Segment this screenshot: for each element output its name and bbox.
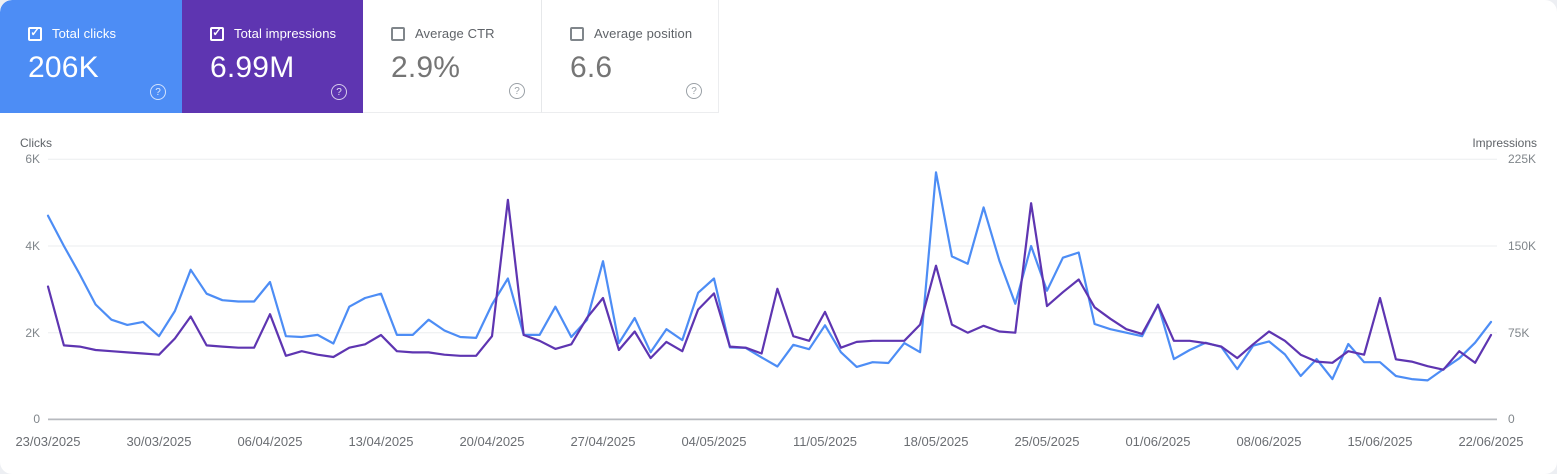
axis-tick-label: 75K xyxy=(1508,325,1530,340)
series-line-total-clicks xyxy=(46,171,1493,382)
x-axis-date-label: 11/05/2025 xyxy=(792,434,858,449)
metric-card-header: Average position xyxy=(570,26,700,41)
checkbox-total-impressions[interactable]: ✓ xyxy=(210,26,224,41)
help-icon[interactable]: ? xyxy=(509,83,525,99)
x-axis-date-label: 01/06/2025 xyxy=(1125,434,1191,449)
x-axis-date-label: 22/06/2025 xyxy=(1458,434,1524,449)
axis-tick-label: 2K xyxy=(25,325,40,340)
x-axis-date-label: 27/04/2025 xyxy=(570,434,636,449)
x-axis-date-label: 13/04/2025 xyxy=(348,434,414,449)
metric-value: 2.9% xyxy=(391,51,461,84)
x-axis-date-label: 15/06/2025 xyxy=(1347,434,1413,449)
metric-card-header: ✓ Total impressions xyxy=(210,26,345,41)
check-icon: ✓ xyxy=(30,27,40,39)
metric-card-header: ✓ Total clicks xyxy=(28,26,164,41)
left-axis-title: Clicks xyxy=(20,136,52,150)
x-axis-date-label: 18/05/2025 xyxy=(903,434,969,449)
axis-tick-label: 4K xyxy=(25,239,40,253)
check-icon: ✓ xyxy=(212,27,222,39)
x-axis-date-label: 23/03/2025 xyxy=(15,434,81,449)
metric-card-total-clicks[interactable]: ✓ Total clicks 206K ? xyxy=(0,0,182,113)
metric-label: Total clicks xyxy=(52,26,117,41)
metric-cards: ✓ Total clicks 206K ? ✓ Total impression… xyxy=(0,0,719,113)
help-icon[interactable]: ? xyxy=(331,84,347,100)
metric-card-average-ctr[interactable]: Average CTR 2.9% ? xyxy=(363,0,541,113)
metric-value: 6.99M xyxy=(210,51,295,84)
metric-label: Average CTR xyxy=(415,26,495,41)
x-axis-date-label: 06/04/2025 xyxy=(237,434,303,449)
x-axis-date-label: 04/05/2025 xyxy=(681,434,747,449)
axis-tick-label: 0 xyxy=(1508,412,1515,427)
x-axis-date-label: 08/06/2025 xyxy=(1236,434,1302,449)
metric-label: Total impressions xyxy=(234,26,337,41)
axis-tick-label: 0 xyxy=(33,412,40,427)
metric-label: Average position xyxy=(594,26,693,41)
metric-value: 206K xyxy=(28,51,99,84)
metric-card-total-impressions[interactable]: ✓ Total impressions 6.99M ? xyxy=(182,0,363,113)
x-axis-date-label: 30/03/2025 xyxy=(126,434,192,449)
axis-tick-label: 6K xyxy=(25,152,40,167)
right-axis-title: Impressions xyxy=(1472,136,1537,150)
checkbox-total-clicks[interactable]: ✓ xyxy=(28,26,42,41)
metric-card-average-position[interactable]: Average position 6.6 ? xyxy=(541,0,719,113)
x-axis-date-label: 25/05/2025 xyxy=(1014,434,1080,449)
checkbox-average-ctr[interactable] xyxy=(391,26,405,41)
help-icon[interactable]: ? xyxy=(686,83,702,99)
metric-card-header: Average CTR xyxy=(391,26,523,41)
help-icon[interactable]: ? xyxy=(150,84,166,100)
checkbox-average-position[interactable] xyxy=(570,26,584,41)
axis-tick-label: 225K xyxy=(1508,152,1537,167)
metric-value: 6.6 xyxy=(570,51,613,84)
series-line-total-impressions xyxy=(46,198,1493,371)
axis-tick-label: 150K xyxy=(1508,239,1537,253)
x-axis-date-label: 20/04/2025 xyxy=(459,434,525,449)
